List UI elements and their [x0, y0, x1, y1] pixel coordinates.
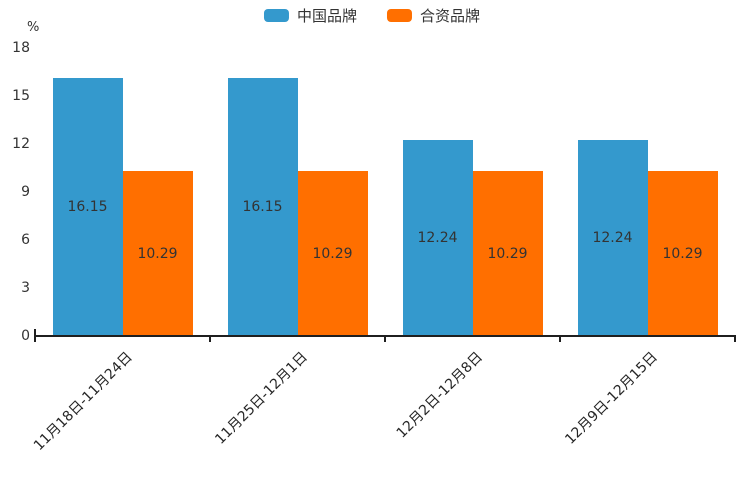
y-axis-stub — [34, 329, 36, 336]
x-axis-category-label: 11月25日-12月1日 — [212, 349, 311, 448]
bar-china-brands: 16.15 — [227, 77, 298, 336]
legend-swatch-orange — [387, 9, 412, 22]
bar-value-label: 16.15 — [242, 198, 283, 215]
bar-value-label: 10.29 — [662, 245, 703, 262]
y-tick-label: 18 — [12, 40, 30, 56]
y-tick-label: 9 — [21, 184, 30, 200]
y-tick-label: 12 — [12, 136, 30, 152]
y-tick-label: 3 — [21, 280, 30, 296]
y-tick-label: 0 — [21, 328, 30, 344]
legend-label: 合资品牌 — [420, 7, 481, 25]
bar-joint-venture-brands: 10.29 — [472, 171, 543, 336]
bar-value-label: 10.29 — [312, 245, 353, 262]
legend: 中国品牌 合资品牌 — [263, 5, 480, 26]
x-axis-tick — [34, 336, 36, 342]
x-axis-tick — [734, 336, 736, 342]
y-tick-label: 6 — [21, 232, 30, 248]
legend-swatch-blue — [263, 9, 289, 22]
bar-value-label: 16.15 — [67, 198, 108, 215]
bar-value-label: 12.24 — [592, 230, 633, 247]
x-axis-category-label: 11月18日-11月24日 — [31, 349, 136, 454]
bar-value-label: 12.24 — [417, 230, 458, 247]
legend-item-china-brands: 中国品牌 — [263, 5, 357, 26]
y-tick-label: 15 — [12, 88, 30, 104]
bar-joint-venture-brands: 10.29 — [647, 171, 718, 336]
x-axis-tick — [559, 336, 561, 342]
legend-label: 中国品牌 — [296, 7, 357, 25]
bar-china-brands: 12.24 — [577, 140, 648, 336]
legend-item-joint-venture-brands: 合资品牌 — [387, 5, 480, 26]
x-axis-category-label: 12月9日-12月15日 — [562, 349, 661, 448]
bar-value-label: 10.29 — [487, 245, 528, 262]
bar-value-label: 10.29 — [137, 245, 178, 262]
bar-china-brands: 16.15 — [52, 77, 123, 336]
bar-china-brands: 12.24 — [402, 140, 473, 336]
bar-joint-venture-brands: 10.29 — [297, 171, 368, 336]
bar-joint-venture-brands: 10.29 — [122, 171, 193, 336]
x-axis-line — [34, 335, 736, 337]
x-axis-tick — [209, 336, 211, 342]
x-axis-category-label: 12月2日-12月8日 — [393, 349, 486, 442]
x-axis-tick — [384, 336, 386, 342]
y-axis-unit-label: % — [27, 20, 40, 35]
